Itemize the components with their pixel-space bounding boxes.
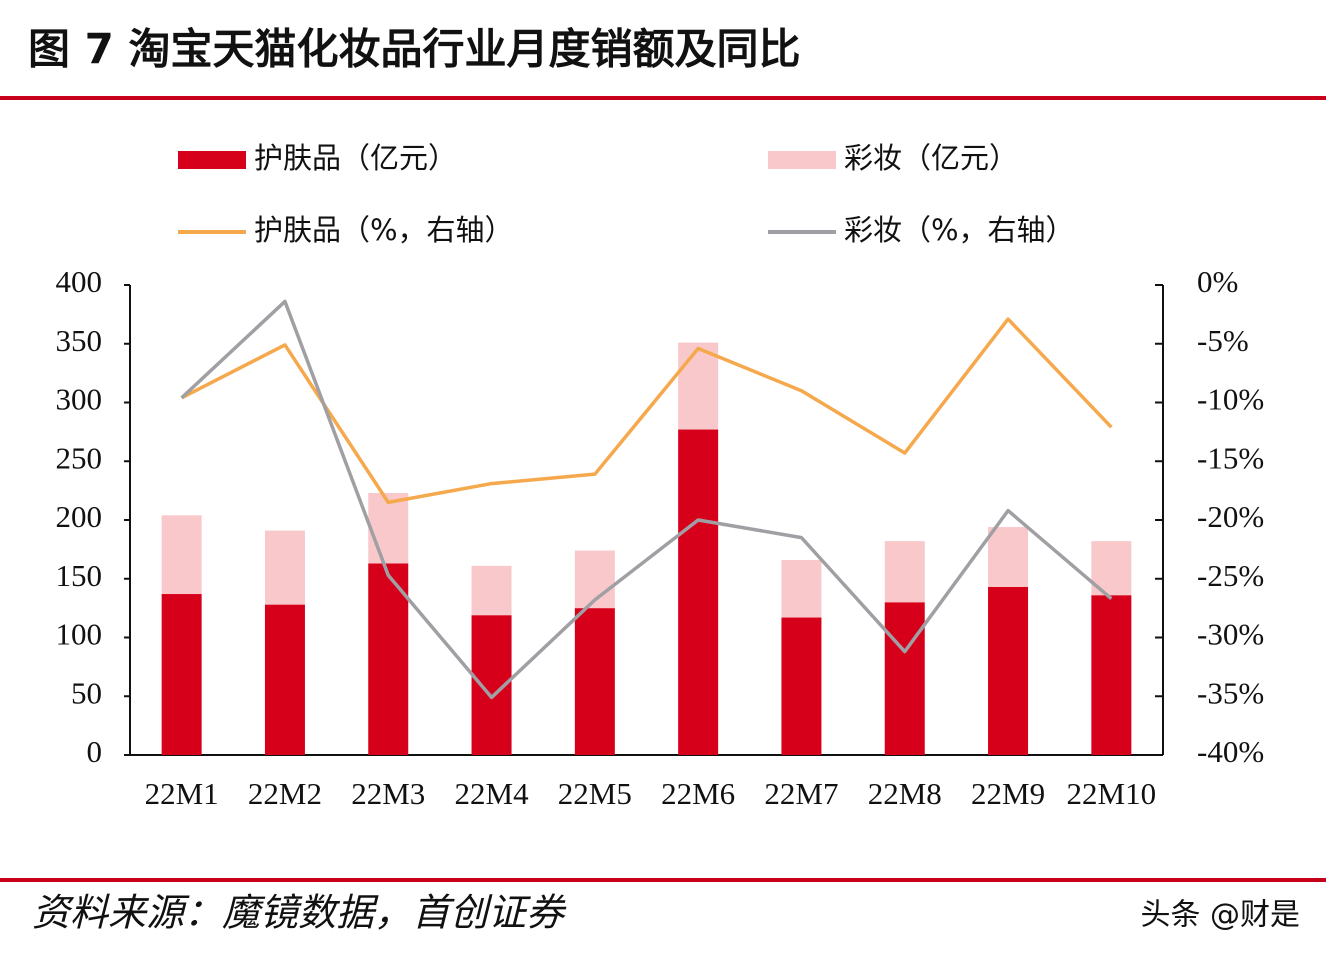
y-tick-label: 100: [56, 617, 103, 652]
legend-label: 护肤品（亿元）: [254, 141, 457, 175]
line: [180, 299, 1113, 700]
bar: [884, 602, 925, 755]
y2-tick-label: -25%: [1197, 558, 1264, 593]
bar: [678, 342, 719, 430]
bar: [884, 541, 925, 603]
x-tick-label: 22M3: [351, 776, 425, 811]
y2-tick-label: -40%: [1197, 734, 1264, 769]
bar: [264, 530, 305, 605]
bar: [161, 594, 202, 755]
x-tick-label: 22M1: [145, 776, 219, 811]
y2-tick-label: -35%: [1197, 675, 1264, 710]
bar: [574, 608, 615, 755]
bar: [368, 492, 409, 564]
y-tick-label: 250: [56, 440, 103, 475]
y2-tick-label: -30%: [1197, 617, 1264, 652]
bar: [1091, 595, 1132, 755]
x-tick-label: 22M6: [661, 776, 735, 811]
y-tick-label: 0: [87, 734, 103, 769]
x-tick-label: 22M10: [1067, 776, 1157, 811]
bar: [161, 515, 202, 595]
chart-title: 图 7 淘宝天猫化妆品行业月度销额及同比: [28, 25, 800, 74]
y-tick-label: 300: [56, 382, 103, 417]
legend-label: 彩妆（亿元）: [844, 141, 1018, 175]
y-tick-label: 200: [56, 499, 103, 534]
legend-label: 彩妆（%，右轴）: [844, 213, 1075, 247]
x-tick-label: 22M8: [868, 776, 942, 811]
x-tick-label: 22M5: [558, 776, 632, 811]
legend-swatch: [768, 151, 836, 169]
x-tick-label: 22M7: [764, 776, 838, 811]
y-tick-label: 150: [56, 558, 103, 593]
y2-tick-label: -10%: [1197, 382, 1264, 417]
legend-label: 护肤品（%，右轴）: [254, 213, 514, 247]
bar: [264, 604, 305, 755]
y-tick-label: 50: [71, 675, 102, 710]
bar: [988, 586, 1029, 755]
bar: [781, 559, 822, 618]
y-tick-label: 350: [56, 323, 103, 358]
bar: [988, 527, 1029, 587]
y2-tick-label: -5%: [1197, 323, 1249, 358]
y2-tick-label: 0%: [1197, 264, 1238, 299]
y2-tick-label: -20%: [1197, 499, 1264, 534]
line: [180, 317, 1113, 505]
y-tick-label: 400: [56, 264, 103, 299]
source: 资料来源：魔镜数据，首创证券: [32, 891, 567, 935]
bar: [781, 617, 822, 755]
y2-tick-label: -15%: [1197, 440, 1264, 475]
bar: [471, 565, 512, 616]
x-tick-label: 22M2: [248, 776, 322, 811]
bar: [678, 429, 719, 755]
legend-swatch: [178, 151, 246, 169]
footer-rule: [0, 878, 1326, 882]
bar: [368, 563, 409, 755]
x-tick-label: 22M4: [455, 776, 530, 811]
title-rule: [0, 96, 1326, 100]
x-tick-label: 22M9: [971, 776, 1045, 811]
watermark: 头条 @财是: [1140, 898, 1300, 933]
